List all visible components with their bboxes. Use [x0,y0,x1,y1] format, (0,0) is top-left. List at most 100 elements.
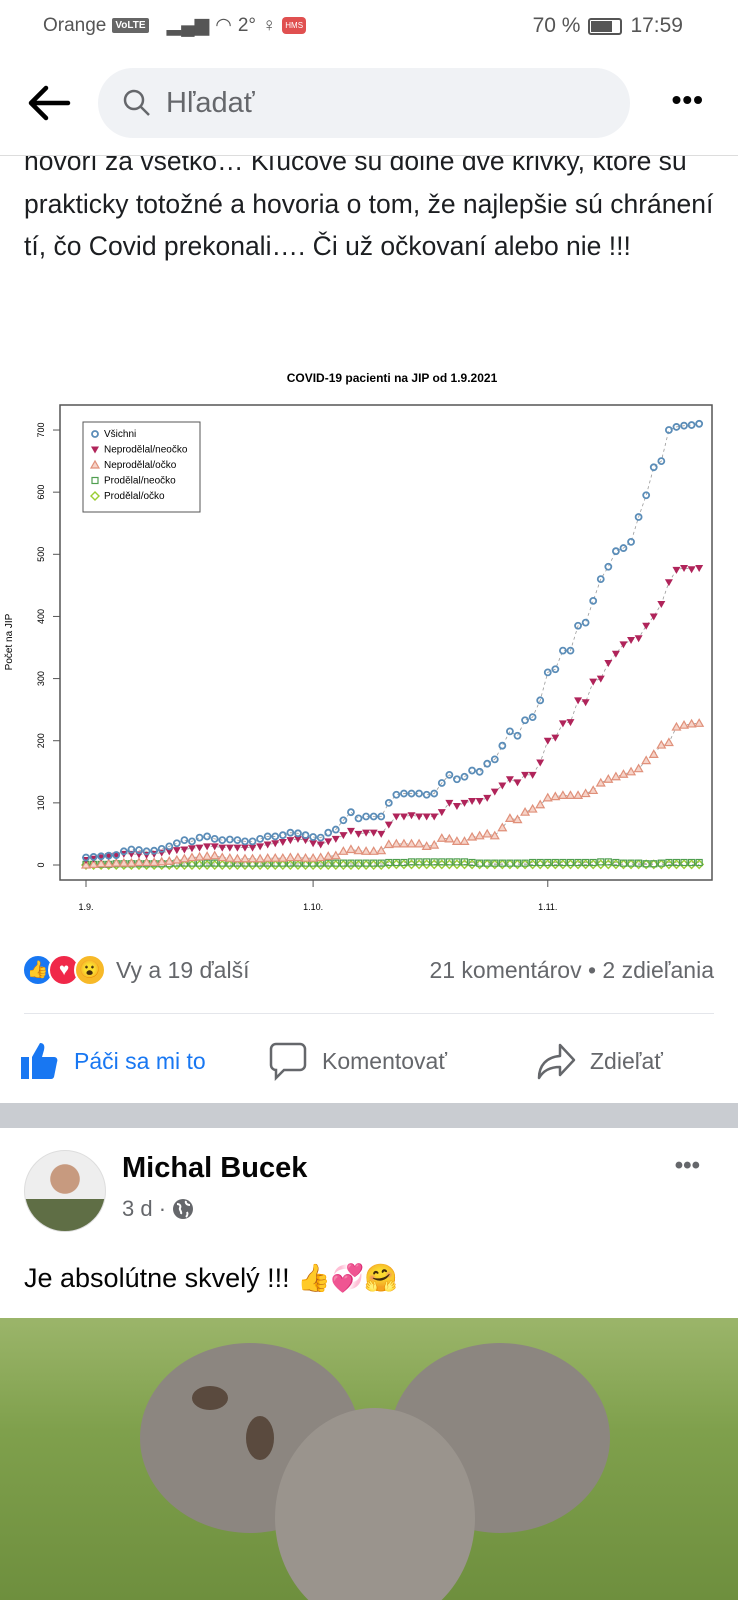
data-point [429,839,440,849]
series-line [86,861,700,865]
legend-marker [91,446,99,454]
data-point [506,727,514,736]
data-point [612,547,620,556]
reaction-summary[interactable]: Vy a 19 ďalší [116,956,250,983]
data-point [672,423,681,431]
share-button[interactable]: Zdieľať [536,1036,663,1086]
avatar[interactable] [24,1150,106,1232]
y-tick-label: 0 [36,862,46,867]
data-point [203,832,212,841]
data-point [657,601,666,609]
back-arrow-icon[interactable] [26,80,72,126]
data-point [354,814,363,823]
post-text: hovorí za všetko… Kľúčové sú dolné dve k… [24,146,714,261]
data-point [368,846,379,855]
data-point [536,858,544,867]
data-point [133,857,145,867]
data-point [339,859,347,867]
data-point [239,853,251,863]
data-point [513,731,522,740]
search-input[interactable]: Hľadať [98,68,630,138]
data-point [551,665,560,674]
data-point [324,828,333,837]
data-point [241,837,249,846]
data-point [180,836,189,845]
data-point [536,759,545,767]
data-point [407,789,416,798]
y-tick-label: 700 [36,423,46,438]
data-point [611,650,620,658]
data-point [437,779,446,787]
more-options-icon[interactable]: ••• [671,84,704,115]
data-point [650,860,658,868]
divider [24,1013,714,1014]
data-point [475,797,484,805]
post-more-options-icon[interactable]: ••• [674,1152,700,1179]
data-point [565,790,576,800]
data-point [399,813,408,821]
data-point [278,839,287,847]
comment-button[interactable]: Komentovať [268,1036,447,1086]
data-point [497,822,508,832]
data-point [460,799,469,807]
x-tick-label: 1.9. [78,902,93,912]
y-tick-label: 300 [36,671,46,686]
comment-label: Komentovať [322,1047,447,1074]
data-point [286,837,295,845]
reactions-row[interactable]: 👍 ♥ 😮 Vy a 19 ďalší 21 komentárov • 2 zd… [22,950,714,990]
y-tick-label: 600 [36,485,46,500]
data-point [263,832,272,841]
data-point [293,835,302,843]
data-point [330,850,341,860]
post-time[interactable]: 3 d · [122,1196,167,1221]
post-photo-elephant[interactable] [0,1318,738,1605]
like-button[interactable]: Páči sa mi to [20,1036,206,1086]
data-point [141,857,152,867]
post-author[interactable]: Michal Bucek [122,1152,308,1184]
data-point [218,836,227,845]
data-point [150,846,159,855]
chart-image[interactable]: COVID-19 pacienti na JIP od 1.9.2021 Poč… [0,345,738,925]
post-actions: Páči sa mi to Komentovať Zdieľať [0,1036,738,1086]
data-point [398,838,409,848]
data-point [604,660,613,668]
data-point [468,858,476,867]
data-point [664,579,673,587]
data-point [543,668,552,677]
data-point [82,853,90,862]
data-point [400,789,408,798]
elephant-image [140,1343,610,1605]
battery-percent: 70 % [532,14,581,37]
data-point [695,419,704,428]
globe-icon [173,1199,194,1219]
data-point [232,853,243,863]
data-point [672,566,681,574]
data-point [256,843,265,851]
data-point [656,739,667,749]
data-point [156,856,167,866]
data-point [316,833,325,842]
data-point [596,575,605,584]
data-point [680,421,688,430]
data-point [551,734,560,742]
data-point [597,858,605,866]
data-point [248,837,257,846]
data-point [550,791,561,801]
data-point [581,618,590,627]
data-point [186,852,198,862]
y-tick-label: 500 [36,547,46,562]
data-point [376,845,387,855]
data-point [361,846,372,855]
data-point [300,852,311,862]
data-point [573,790,584,800]
data-point [498,782,507,790]
comment-share-count[interactable]: 21 komentárov • 2 zdieľania [429,956,714,983]
legend-marker [91,476,99,485]
data-point [112,851,121,859]
data-point [391,838,402,848]
data-point [468,766,476,775]
data-point [308,852,319,862]
data-point [392,813,401,821]
signal-icon: ▂▄▆ [166,15,210,36]
data-point [315,852,326,862]
